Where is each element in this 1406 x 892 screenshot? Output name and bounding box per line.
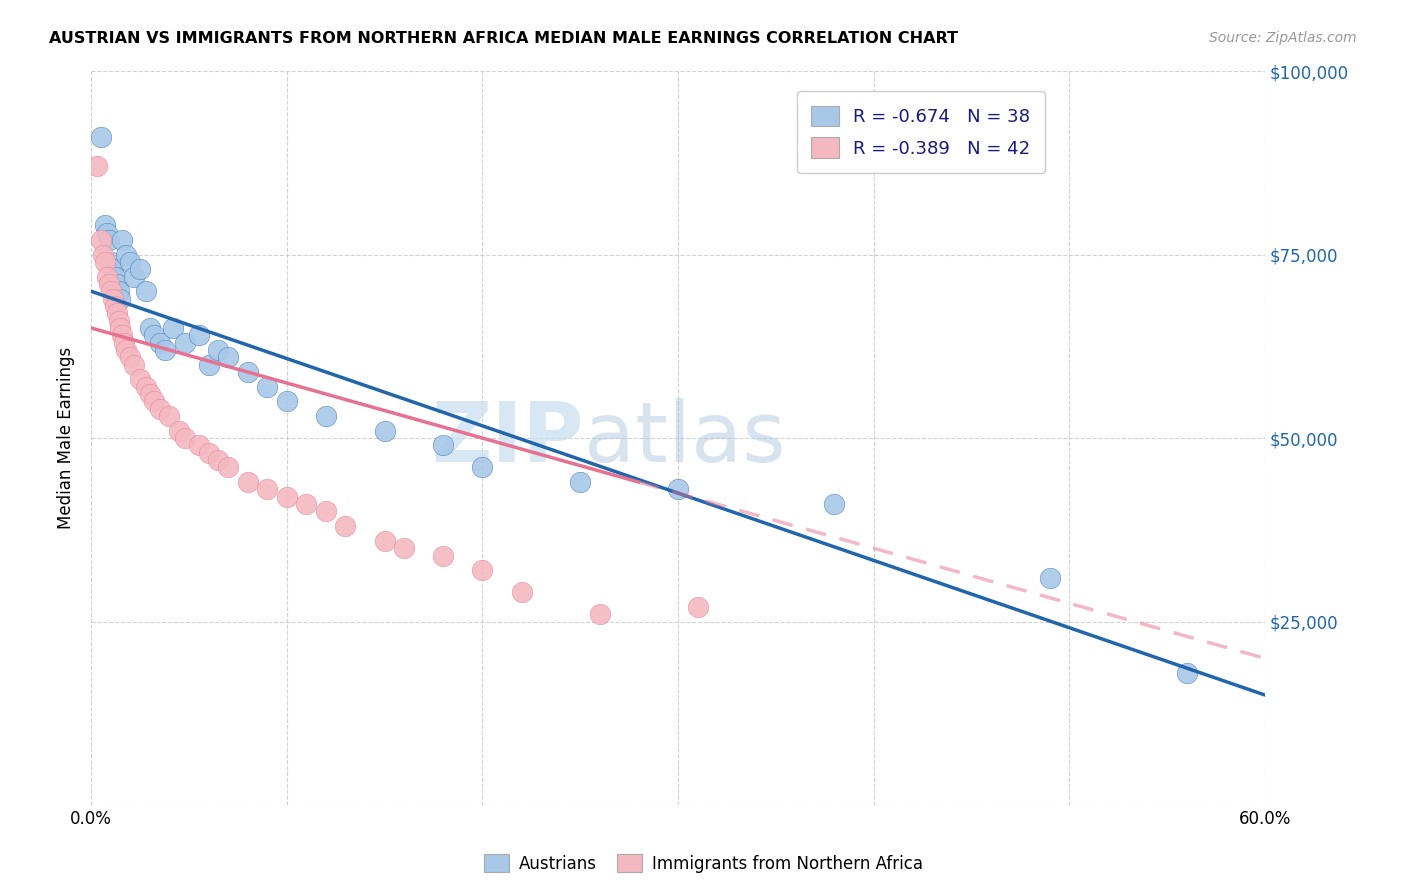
- Point: [162, 321, 184, 335]
- Point: [90, 233, 112, 247]
- Point: [149, 335, 172, 350]
- Point: [276, 490, 298, 504]
- Point: [295, 497, 318, 511]
- Point: [374, 424, 396, 438]
- Point: [104, 299, 127, 313]
- Point: [824, 497, 846, 511]
- Point: [569, 475, 592, 489]
- Point: [207, 343, 229, 357]
- Point: [589, 607, 612, 622]
- Point: [197, 446, 219, 460]
- Point: [129, 262, 152, 277]
- Legend: Austrians, Immigrants from Northern Africa: Austrians, Immigrants from Northern Afri…: [477, 847, 929, 880]
- Point: [90, 130, 112, 145]
- Point: [315, 409, 337, 423]
- Point: [100, 255, 122, 269]
- Point: [122, 269, 145, 284]
- Point: [97, 233, 120, 247]
- Point: [135, 285, 157, 299]
- Point: [107, 313, 129, 327]
- Point: [142, 394, 165, 409]
- Point: [155, 343, 177, 357]
- Point: [96, 269, 118, 284]
- Point: [107, 285, 129, 299]
- Point: [111, 328, 134, 343]
- Point: [105, 306, 128, 320]
- Point: [187, 328, 209, 343]
- Text: atlas: atlas: [583, 398, 786, 479]
- Point: [666, 483, 689, 497]
- Point: [139, 321, 162, 335]
- Point: [86, 160, 108, 174]
- Point: [315, 504, 337, 518]
- Y-axis label: Median Male Earnings: Median Male Earnings: [58, 347, 75, 529]
- Point: [471, 563, 494, 577]
- Point: [101, 292, 124, 306]
- Point: [97, 277, 120, 291]
- Point: [135, 380, 157, 394]
- Point: [392, 541, 415, 556]
- Text: Source: ZipAtlas.com: Source: ZipAtlas.com: [1209, 31, 1357, 45]
- Point: [104, 269, 127, 284]
- Point: [187, 438, 209, 452]
- Point: [142, 328, 165, 343]
- Point: [94, 255, 117, 269]
- Point: [110, 292, 132, 306]
- Point: [197, 358, 219, 372]
- Point: [432, 438, 454, 452]
- Point: [256, 380, 278, 394]
- Point: [115, 343, 138, 357]
- Point: [167, 424, 190, 438]
- Point: [174, 335, 197, 350]
- Point: [432, 549, 454, 563]
- Point: [101, 262, 124, 277]
- Point: [236, 475, 259, 489]
- Point: [256, 483, 278, 497]
- Point: [94, 218, 117, 232]
- Point: [110, 321, 132, 335]
- Point: [120, 351, 142, 365]
- Point: [105, 277, 128, 291]
- Point: [139, 387, 162, 401]
- Point: [112, 335, 135, 350]
- Text: AUSTRIAN VS IMMIGRANTS FROM NORTHERN AFRICA MEDIAN MALE EARNINGS CORRELATION CHA: AUSTRIAN VS IMMIGRANTS FROM NORTHERN AFR…: [49, 31, 959, 46]
- Point: [374, 533, 396, 548]
- Point: [236, 365, 259, 379]
- Point: [91, 247, 114, 261]
- Point: [100, 285, 122, 299]
- Point: [471, 460, 494, 475]
- Point: [149, 401, 172, 416]
- Point: [157, 409, 180, 423]
- Point: [1039, 570, 1062, 584]
- Point: [129, 372, 152, 386]
- Point: [335, 519, 357, 533]
- Point: [122, 358, 145, 372]
- Point: [686, 599, 709, 614]
- Point: [276, 394, 298, 409]
- Point: [120, 255, 142, 269]
- Legend: R = -0.674   N = 38, R = -0.389   N = 42: R = -0.674 N = 38, R = -0.389 N = 42: [797, 91, 1045, 172]
- Point: [217, 460, 239, 475]
- Point: [115, 247, 138, 261]
- Point: [174, 431, 197, 445]
- Point: [217, 351, 239, 365]
- Point: [207, 453, 229, 467]
- Point: [510, 585, 533, 599]
- Point: [111, 233, 134, 247]
- Text: ZIP: ZIP: [432, 398, 583, 479]
- Point: [96, 226, 118, 240]
- Point: [1175, 665, 1198, 680]
